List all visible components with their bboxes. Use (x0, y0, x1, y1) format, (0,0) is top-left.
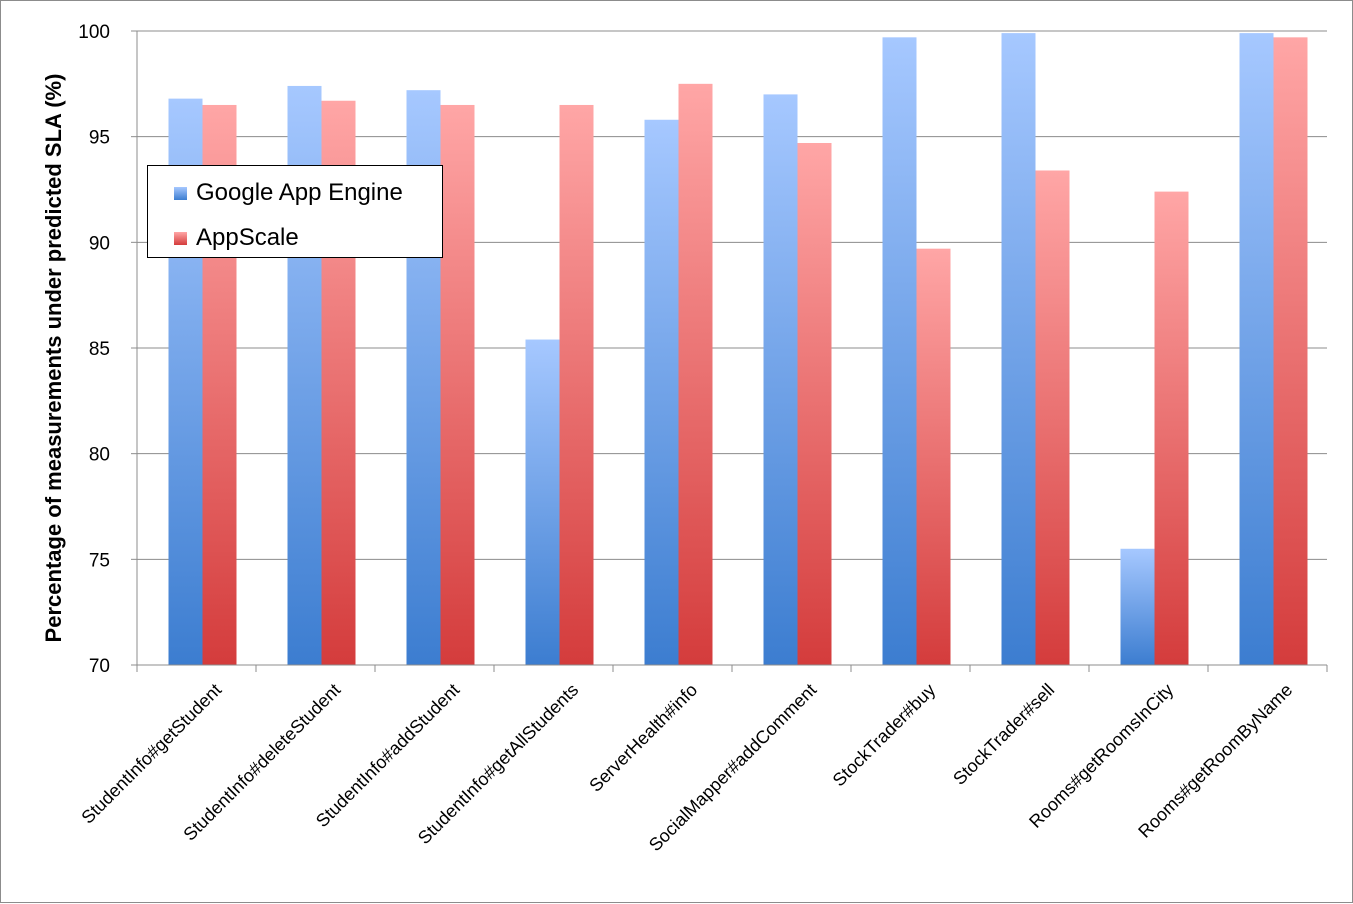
legend-label-google-app-engine: Google App Engine (196, 179, 403, 206)
legend-item-google-app-engine: Google App Engine (174, 179, 403, 207)
bar-appscale-5 (797, 143, 832, 666)
bar-google-app-engine-5 (763, 94, 798, 665)
bars (168, 33, 1308, 666)
legend-swatch-google-app-engine (174, 186, 187, 200)
y-axis-label: Percentage of measurements under predict… (41, 74, 66, 643)
y-tick-label-70: 70 (89, 656, 110, 677)
bar-google-app-engine-9 (1239, 33, 1274, 665)
bar-appscale-9 (1273, 37, 1308, 665)
bar-google-app-engine-7 (1001, 33, 1036, 665)
y-tick-label-75: 75 (89, 550, 110, 571)
bar-google-app-engine-3 (525, 339, 560, 665)
y-tick-label-85: 85 (89, 339, 110, 360)
legend-label-appscale: AppScale (196, 224, 299, 251)
bar-appscale-6 (916, 248, 951, 665)
x-category-label-7: StockTrader#sell (949, 680, 1058, 789)
axes (131, 30, 1328, 672)
bar-google-app-engine-4 (644, 119, 679, 665)
legend-item-appscale: AppScale (174, 224, 299, 252)
bar-google-app-engine-8 (1120, 548, 1155, 665)
y-tick-label-100: 100 (78, 22, 110, 43)
x-category-label-4: ServerHealth#info (585, 680, 701, 796)
bar-appscale-8 (1154, 191, 1189, 665)
bar-appscale-3 (559, 104, 594, 665)
bar-appscale-4 (678, 83, 713, 666)
legend: Google App Engine AppScale (147, 165, 443, 258)
x-category-label-6: StockTrader#buy (829, 680, 940, 791)
y-tick-label-90: 90 (89, 233, 110, 254)
y-tick-label-95: 95 (89, 128, 110, 149)
legend-swatch-appscale (174, 231, 187, 245)
bar-appscale-7 (1035, 170, 1070, 666)
bar-appscale-2 (440, 104, 475, 665)
y-tick-label-80: 80 (89, 445, 110, 466)
bar-google-app-engine-6 (882, 37, 917, 665)
